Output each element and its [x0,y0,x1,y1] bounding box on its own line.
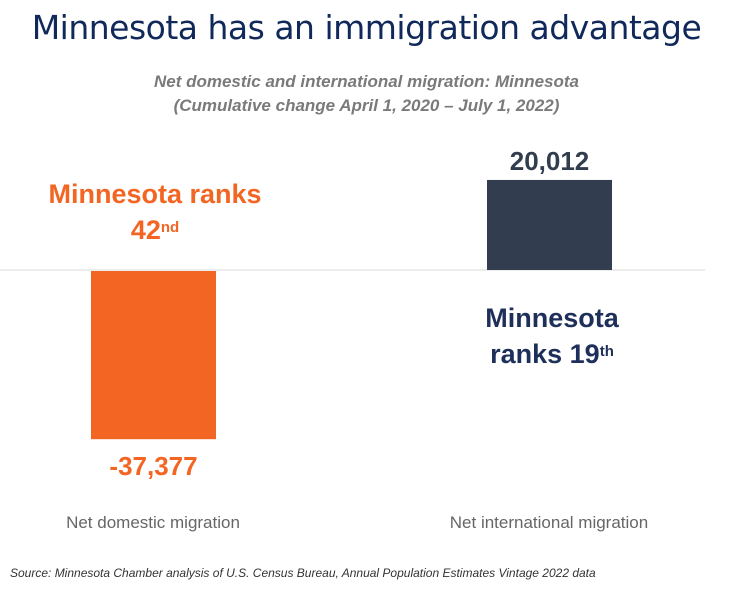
data-label-international: 20,012 [510,146,590,176]
source-note: Source: Minnesota Chamber analysis of U.… [10,566,596,580]
data-label-domestic: -37,377 [109,451,197,481]
bar-domestic [91,271,216,440]
international-rank-text: ranks 19 [490,339,600,369]
international-rank-annotation: Minnesota ranks 19th [432,300,672,372]
domestic-rank-number: 42 [130,215,161,245]
chart-subtitle: Net domestic and international migration… [153,72,580,91]
international-rank-suffix: th [599,343,614,360]
chart-subtitle-period: (Cumulative change April 1, 2020 – July … [173,96,560,115]
category-label-international: Net international migration [449,513,649,532]
domestic-rank-suffix: nd [160,219,180,236]
domestic-rank-text: Minnesota ranks [48,179,262,209]
bar-international [487,179,612,270]
category-label-domestic: Net domestic migration [66,513,240,532]
domestic-rank-annotation: Minnesota ranks 42nd [20,176,290,248]
international-rank-line1: Minnesota [485,303,619,333]
page-title: Minnesota has an immigration advantage [31,8,702,47]
